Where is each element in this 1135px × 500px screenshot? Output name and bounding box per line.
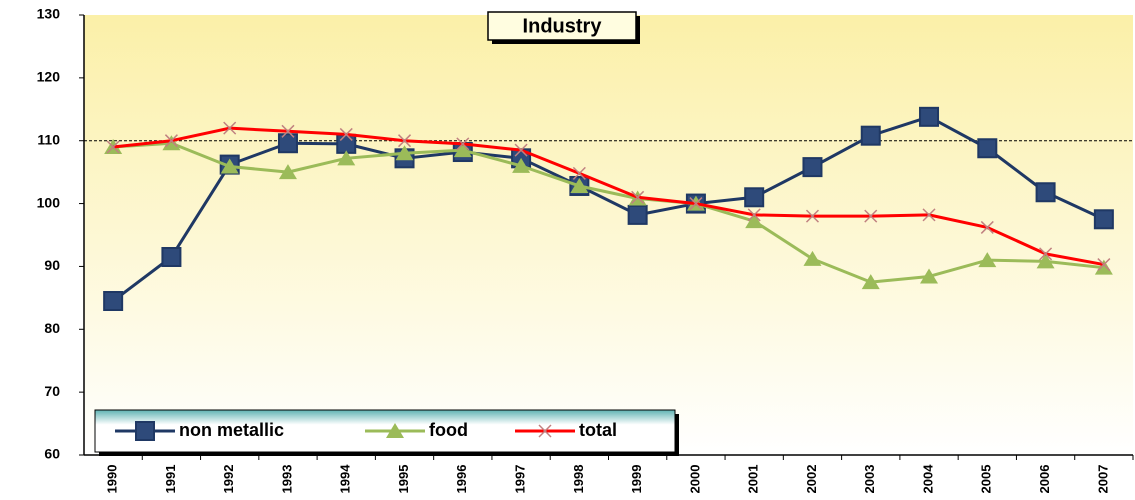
marker (922, 208, 936, 222)
x-tick-label: 2004 (920, 464, 935, 494)
marker (802, 157, 823, 178)
marker (864, 209, 878, 223)
x-tick-label: 1990 (105, 465, 120, 494)
marker (1039, 247, 1053, 261)
marker (803, 250, 822, 266)
marker (336, 133, 357, 154)
legend-label: non metallic (179, 420, 284, 440)
marker (980, 220, 994, 234)
x-tick-label: 1994 (338, 464, 353, 494)
x-tick-label: 2003 (862, 465, 877, 494)
marker (164, 134, 178, 148)
x-tick-label: 1996 (454, 465, 469, 494)
marker (1093, 209, 1114, 230)
y-tick-label: 70 (44, 383, 60, 399)
marker (572, 166, 586, 180)
marker (805, 209, 820, 223)
y-tick-label: 60 (44, 446, 60, 462)
legend-label: total (579, 420, 617, 440)
legend-label: food (429, 420, 468, 440)
y-tick-label: 90 (44, 257, 60, 273)
marker (744, 187, 765, 208)
marker (161, 247, 182, 267)
marker (747, 208, 761, 222)
y-tick-label: 100 (37, 194, 61, 210)
marker (1097, 258, 1111, 272)
marker (860, 125, 881, 146)
marker (223, 121, 237, 135)
marker (281, 124, 295, 138)
marker (456, 137, 470, 151)
marker (106, 140, 120, 154)
series (106, 121, 1111, 272)
marker (162, 135, 181, 151)
y-tick-label: 130 (37, 6, 61, 22)
x-tick-label: 1993 (279, 465, 294, 494)
marker (453, 142, 472, 158)
chart-title: Industry (523, 15, 603, 37)
x-tick-label: 2000 (687, 465, 702, 494)
marker (135, 421, 155, 441)
marker (920, 268, 939, 284)
x-tick-label: 1997 (513, 465, 528, 494)
marker (977, 138, 998, 159)
y-tick-label: 110 (37, 131, 60, 147)
x-tick-label: 2005 (979, 465, 994, 494)
marker (103, 291, 124, 311)
x-tick-label: 1999 (629, 465, 644, 494)
marker (220, 158, 239, 174)
series-line (113, 141, 1105, 284)
marker (1094, 259, 1113, 275)
marker (397, 134, 412, 148)
marker (512, 157, 531, 173)
x-tick-label: 1992 (221, 465, 236, 494)
title-box (487, 11, 637, 41)
marker (570, 177, 589, 193)
marker (395, 145, 414, 161)
x-tick-label: 2007 (1095, 465, 1110, 494)
marker (278, 164, 297, 180)
x-tick-label: 1991 (163, 465, 178, 494)
x-tick-label: 1998 (571, 465, 586, 494)
marker (277, 133, 298, 154)
y-tick-label: 120 (37, 69, 61, 85)
marker (386, 423, 404, 438)
marker (1035, 182, 1056, 203)
series-line (112, 126, 1105, 267)
marker (689, 197, 703, 211)
marker (631, 190, 645, 204)
y-tick-label: 80 (44, 320, 60, 336)
marker (538, 424, 552, 438)
x-tick-label: 2001 (746, 465, 761, 494)
plot-area (84, 15, 1133, 455)
marker (514, 143, 528, 157)
marker (337, 150, 356, 166)
marker (339, 127, 353, 141)
marker (627, 204, 648, 225)
marker (978, 252, 997, 268)
x-tick-label: 2006 (1037, 465, 1052, 494)
marker (1036, 253, 1055, 269)
marker (861, 274, 880, 290)
marker (745, 213, 764, 229)
x-tick-label: 2002 (804, 465, 819, 494)
x-tick-label: 1995 (396, 465, 411, 494)
marker (919, 106, 940, 127)
